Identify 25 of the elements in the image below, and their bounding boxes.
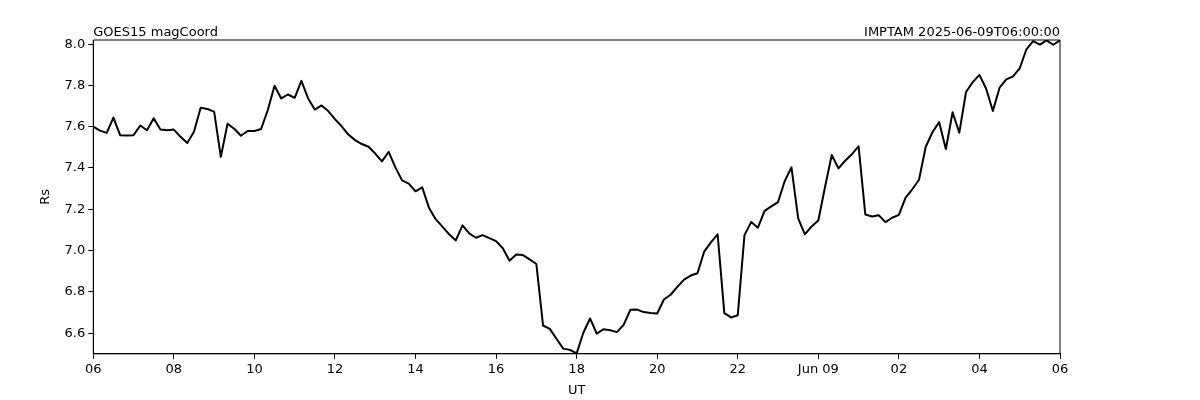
y-tick-label: 7.8 [64,76,86,92]
x-tick-label: 06 [85,360,102,376]
y-tick-label: 7.2 [64,200,86,216]
x-tick-label: 20 [648,360,666,376]
y-tick-label: 6.8 [64,283,86,299]
y-axis-title: Rs [37,188,53,205]
chart-subtitle: IMPTAM 2025-06-09T06:00:00 [864,23,1060,39]
y-tick-label: 8.0 [64,35,86,51]
x-tick-label: 14 [407,360,424,376]
x-tick-label: Jun 09 [796,360,839,376]
y-tick-label: 6.6 [64,324,86,340]
x-axis-title: UT [567,381,586,397]
chart-title: GOES15 magCoord [93,23,218,39]
y-tick-label: 7.4 [64,159,86,175]
x-tick-label: 06 [1051,360,1069,376]
y-tick-label: 7.6 [64,118,86,134]
x-tick-label: 22 [729,360,747,376]
x-tick-label: 10 [246,360,263,376]
x-tick-label: 12 [326,360,344,376]
x-tick-label: 02 [890,360,908,376]
x-tick-label: 08 [165,360,183,376]
y-tick-label: 7.0 [64,241,86,257]
x-tick-label: 16 [487,360,505,376]
x-tick-label: 18 [568,360,585,376]
x-tick-label: 04 [971,360,988,376]
